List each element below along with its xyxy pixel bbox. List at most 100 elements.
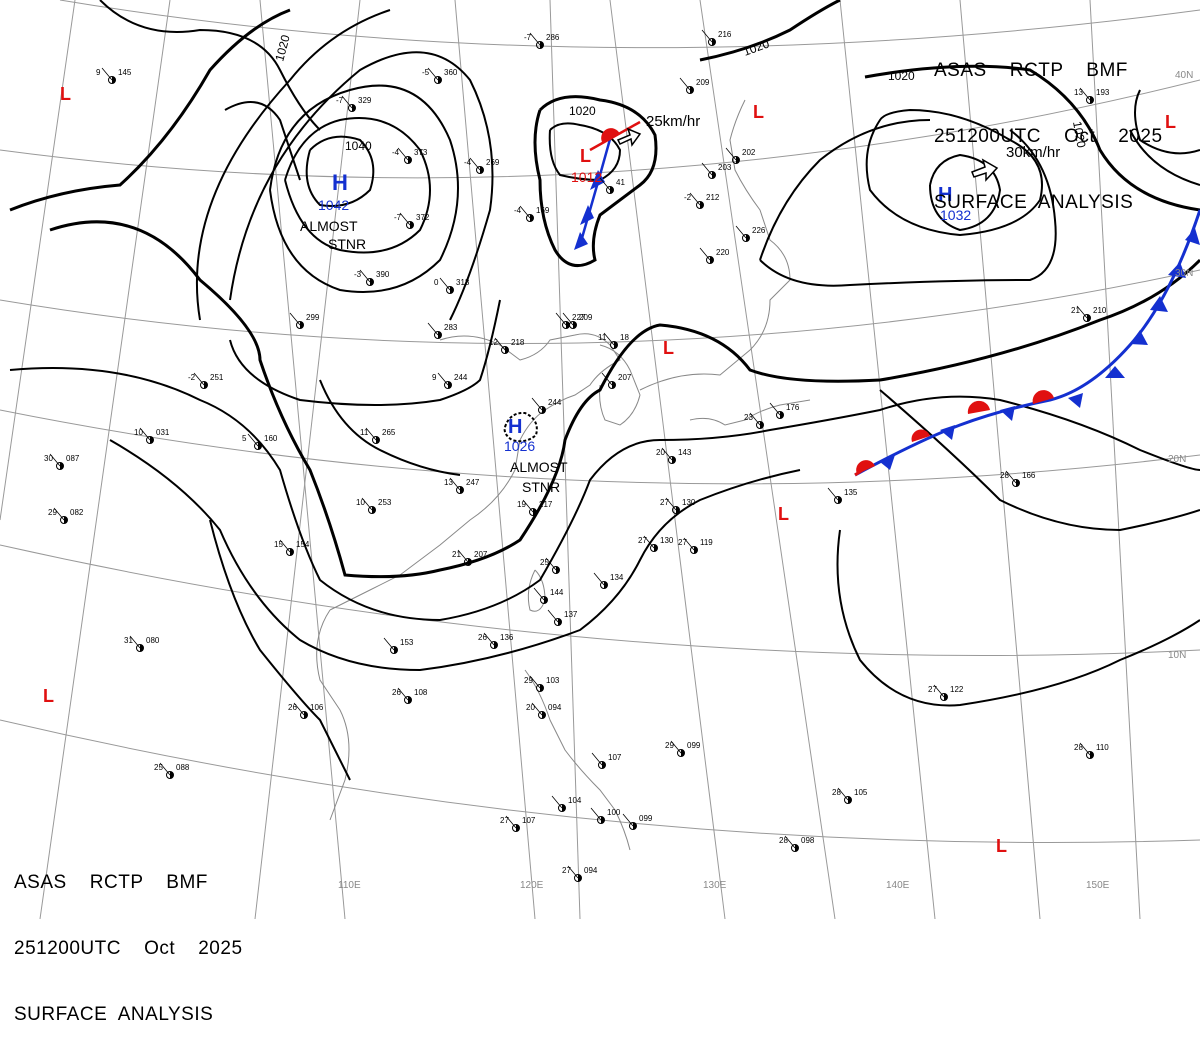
station-temperature: -4 [464, 158, 472, 167]
station-temperature: 27 [638, 536, 647, 545]
station-temperature: -4 [392, 148, 400, 157]
isobar-label-2: 1040 [345, 139, 372, 153]
station-pressure: 098 [801, 836, 815, 845]
station-pressure: 082 [70, 508, 84, 517]
station-temperature: 29 [665, 741, 674, 750]
lon-label-120e: 120E [520, 880, 544, 891]
station-pressure: 130 [660, 536, 674, 545]
station-pressure: 087 [66, 454, 80, 463]
station-pressure: 247 [466, 478, 480, 487]
low-center-1-symbol: L [580, 146, 591, 166]
station-pressure: 107 [522, 816, 536, 825]
station-temperature: 0 [434, 278, 439, 287]
station-pressure: 137 [564, 610, 578, 619]
station-temperature: 31 [124, 636, 133, 645]
station-pressure: 088 [176, 763, 190, 772]
low-center-1-value: 1012 [571, 169, 602, 185]
station-pressure: 144 [550, 588, 564, 597]
station-pressure: 299 [306, 313, 320, 322]
lat-label-30n: 30N [1175, 268, 1193, 279]
station-temperature: -2 [188, 373, 196, 382]
station-pressure: 216 [718, 30, 732, 39]
station-pressure: 105 [854, 788, 868, 797]
station-pressure: 134 [610, 573, 624, 582]
station-pressure: 202 [742, 148, 756, 157]
station-pressure: 153 [400, 638, 414, 647]
station-pressure: 080 [146, 636, 160, 645]
station-pressure: 244 [454, 373, 468, 382]
station-pressure: 373 [414, 148, 428, 157]
high-center-2-value: 1026 [504, 438, 535, 454]
station-pressure: 169 [536, 206, 550, 215]
station-temperature: -2 [684, 193, 692, 202]
station-temperature: 27 [500, 816, 509, 825]
header-line-2: 251200UTC Oct 2025 [934, 126, 1163, 148]
low-marker-4: L [663, 338, 674, 358]
low-marker-6: L [43, 686, 54, 706]
station-pressure: 106 [310, 703, 324, 712]
station-pressure: 031 [156, 428, 170, 437]
station-pressure: 218 [511, 338, 525, 347]
station-pressure: 143 [678, 448, 692, 457]
station-temperature: 21 [452, 550, 461, 559]
station-temperature: 28 [779, 836, 788, 845]
station-temperature: 28 [1000, 471, 1009, 480]
station-temperature: 11 [598, 333, 607, 342]
header-line-2: 251200UTC Oct 2025 [14, 938, 243, 960]
station-pressure: 217 [539, 500, 553, 509]
station-temperature: 10 [356, 498, 365, 507]
station-pressure: 265 [382, 428, 396, 437]
station-temperature: 15 [274, 540, 283, 549]
station-temperature: -7 [524, 33, 532, 42]
station-pressure: 253 [378, 498, 392, 507]
station-pressure: 226 [752, 226, 766, 235]
station-pressure: 166 [1022, 471, 1036, 480]
station-pressure: 099 [639, 814, 653, 823]
station-temperature: 20 [526, 703, 535, 712]
chart-header-top: ASAS RCTP BMF 251200UTC Oct 2025 SURFACE… [934, 16, 1163, 236]
station-pressure: 136 [500, 633, 514, 642]
lon-label-110e: 110E [338, 880, 361, 891]
station-temperature: 29 [524, 676, 533, 685]
lon-label-150e: 150E [1086, 880, 1110, 891]
station-temperature: 30 [44, 454, 53, 463]
station-pressure: 145 [118, 68, 132, 77]
station-temperature: 27 [678, 538, 687, 547]
station-temperature: 12 [489, 338, 498, 347]
station-temperature: -7 [336, 96, 344, 105]
station-temperature: 5 [242, 434, 247, 443]
station-pressure: 329 [358, 96, 372, 105]
lat-label-20n: 20N [1168, 454, 1186, 465]
station-temperature: 11 [360, 428, 369, 437]
station-temperature: 20 [656, 448, 665, 457]
station-pressure: 209 [579, 313, 593, 322]
station-pressure: 119 [700, 538, 713, 547]
low-marker-7: L [996, 836, 1007, 856]
station-pressure: 094 [548, 703, 562, 712]
station-temperature: 27 [660, 498, 669, 507]
station-temperature: 13 [444, 478, 453, 487]
lon-label-130e: 130E [703, 880, 727, 891]
station-temperature: -7 [394, 213, 402, 222]
stationary-label-1-line2: STNR [328, 236, 366, 252]
header-line-3: SURFACE ANALYSIS [934, 192, 1163, 214]
station-pressure: 135 [844, 488, 858, 497]
station-pressure: 160 [264, 434, 278, 443]
stationary-label-2-line2: STNR [522, 479, 560, 495]
station-temperature: 27 [562, 866, 571, 875]
low-marker-5: L [778, 504, 789, 524]
station-temperature: 25 [540, 558, 549, 567]
station-pressure: 100 [607, 808, 621, 817]
stationary-label-1-line1: ALMOST [300, 218, 358, 234]
low-marker-2: L [753, 102, 764, 122]
station-pressure: 207 [474, 550, 488, 559]
station-pressure: 099 [687, 741, 701, 750]
station-temperature: 27 [928, 685, 937, 694]
station-pressure: 154 [296, 540, 310, 549]
station-pressure: 283 [444, 323, 458, 332]
station-pressure: 122 [950, 685, 964, 694]
station-pressure: 210 [1093, 306, 1107, 315]
station-pressure: 110 [1096, 743, 1109, 752]
chart-header-bottom: ASAS RCTP BMF 251200UTC Oct 2025 SURFACE… [14, 828, 243, 1048]
header-line-3: SURFACE ANALYSIS [14, 1004, 243, 1026]
